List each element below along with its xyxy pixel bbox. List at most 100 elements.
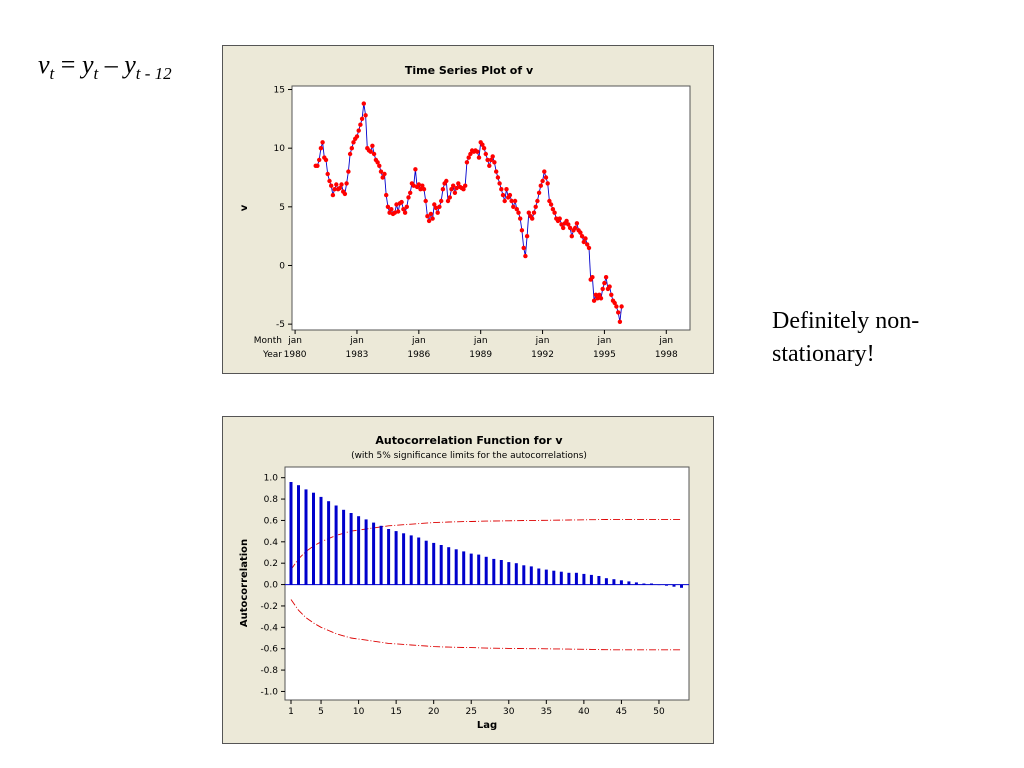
data-point bbox=[600, 286, 605, 292]
data-point bbox=[590, 275, 595, 280]
data-point bbox=[495, 175, 501, 180]
data-point bbox=[315, 163, 320, 168]
data-point bbox=[490, 154, 495, 159]
time-series-y-label: v bbox=[239, 204, 250, 211]
acf-bar bbox=[537, 568, 541, 585]
data-point bbox=[337, 185, 342, 191]
data-point bbox=[547, 198, 552, 204]
x-tick-year-label: 1980 bbox=[284, 350, 307, 360]
data-point bbox=[526, 210, 531, 215]
data-point bbox=[325, 171, 330, 177]
data-point bbox=[349, 146, 354, 151]
x-tick-month-label: jan bbox=[473, 336, 488, 346]
y-tick-label: -0.2 bbox=[260, 602, 278, 612]
data-point bbox=[406, 195, 411, 200]
acf-bar bbox=[574, 572, 578, 585]
acf-bar bbox=[582, 573, 586, 585]
acf-bar bbox=[394, 531, 398, 585]
data-point bbox=[456, 181, 461, 186]
data-point bbox=[359, 116, 365, 122]
acf-bar bbox=[327, 501, 331, 585]
data-point bbox=[329, 183, 334, 188]
data-point bbox=[389, 207, 394, 212]
y-tick-label: 0 bbox=[279, 261, 285, 271]
x-tick-year-label: 1998 bbox=[655, 350, 678, 360]
upper-significance-limit bbox=[290, 518, 682, 570]
data-point bbox=[507, 192, 513, 198]
data-point bbox=[603, 275, 609, 280]
acf-title: Autocorrelation Function for v bbox=[375, 434, 563, 447]
acf-bar bbox=[424, 540, 428, 585]
data-point bbox=[378, 169, 384, 174]
y-tick-label: -5 bbox=[276, 320, 285, 330]
data-point bbox=[579, 234, 585, 239]
acf-plot-panel: Autocorrelation Function for v (with 5% … bbox=[222, 416, 714, 744]
acf-bar bbox=[289, 482, 293, 585]
non-stationary-note: Definitely non-stationary! bbox=[772, 308, 920, 367]
data-point bbox=[550, 207, 556, 212]
acf-bar bbox=[634, 582, 638, 585]
data-point bbox=[488, 157, 494, 163]
acf-bar bbox=[364, 519, 368, 585]
data-point bbox=[334, 182, 339, 187]
data-point bbox=[483, 151, 488, 157]
data-point bbox=[536, 190, 542, 195]
data-point bbox=[567, 225, 573, 231]
data-point bbox=[435, 210, 440, 215]
data-point bbox=[561, 225, 566, 231]
data-point bbox=[564, 218, 569, 224]
data-point bbox=[559, 222, 564, 227]
data-point bbox=[380, 175, 385, 180]
data-point bbox=[354, 134, 360, 139]
data-point bbox=[363, 113, 368, 118]
acf-bar bbox=[672, 584, 676, 587]
data-point bbox=[452, 190, 458, 195]
data-point bbox=[597, 292, 602, 297]
x-tick-year-label: 1983 bbox=[346, 350, 369, 360]
data-point bbox=[585, 242, 590, 247]
acf-bar bbox=[499, 560, 503, 585]
acf-bar bbox=[454, 549, 458, 585]
data-point bbox=[480, 142, 485, 147]
acf-bar bbox=[432, 542, 436, 585]
data-point bbox=[416, 182, 421, 187]
data-point bbox=[396, 209, 401, 214]
data-point bbox=[543, 175, 549, 180]
data-point bbox=[609, 292, 614, 297]
y-tick-label: 10 bbox=[274, 144, 286, 154]
data-point bbox=[418, 187, 423, 192]
acf-bar bbox=[334, 505, 338, 585]
data-point bbox=[327, 178, 332, 184]
data-point bbox=[552, 210, 557, 215]
acf-bar bbox=[379, 525, 383, 585]
data-point bbox=[530, 216, 535, 221]
data-point bbox=[437, 204, 442, 209]
data-point bbox=[466, 155, 471, 160]
data-point bbox=[368, 149, 373, 154]
data-point bbox=[461, 187, 466, 192]
data-point bbox=[375, 160, 380, 165]
data-point bbox=[358, 122, 363, 127]
acf-bar bbox=[319, 496, 323, 585]
data-point bbox=[401, 207, 406, 212]
data-point bbox=[402, 210, 408, 215]
data-point bbox=[509, 198, 514, 204]
acf-bar bbox=[627, 581, 631, 585]
acf-bar bbox=[349, 513, 353, 585]
y-tick-label: 0.4 bbox=[264, 538, 279, 548]
acf-bar bbox=[559, 571, 563, 585]
acf-bar bbox=[544, 569, 548, 585]
time-series-plot-panel: Time Series Plot of v v Month Year -5 0 5 1… bbox=[222, 45, 714, 374]
y-tick-label: 15 bbox=[274, 86, 285, 96]
y-tick-label: 0.2 bbox=[264, 559, 278, 569]
equation-v-definition: vt = yt – yt - 12 bbox=[38, 50, 172, 83]
data-point bbox=[557, 216, 562, 221]
data-point bbox=[494, 169, 499, 174]
data-point bbox=[598, 296, 604, 301]
data-point bbox=[421, 187, 427, 192]
acf-bar bbox=[507, 562, 511, 585]
acf-y-label: Autocorrelation bbox=[239, 539, 250, 627]
data-point bbox=[430, 216, 435, 221]
data-point bbox=[330, 192, 336, 198]
data-point bbox=[591, 298, 597, 303]
